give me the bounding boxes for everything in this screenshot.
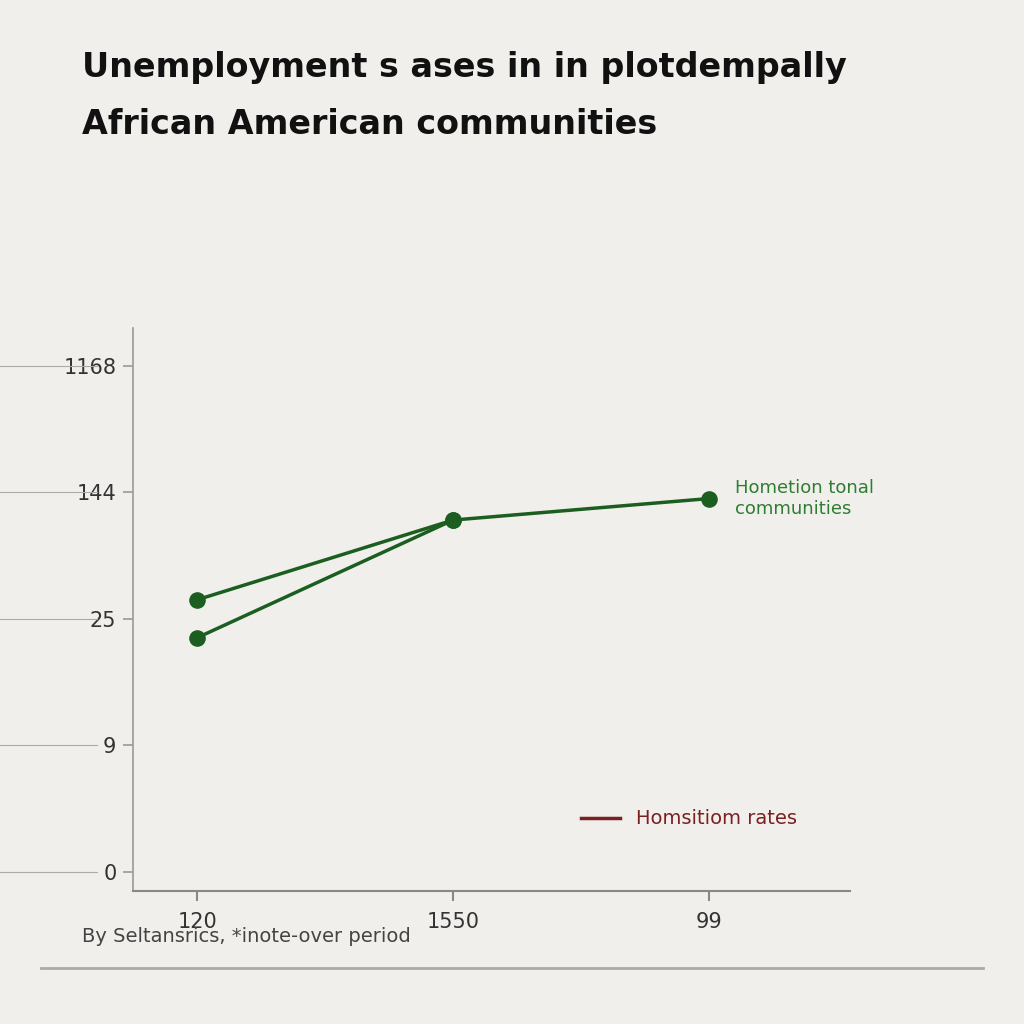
Point — [700, 490, 717, 507]
Text: By Seltansrics, *inote-over period: By Seltansrics, *inote-over period — [82, 927, 411, 946]
Point — [188, 630, 205, 646]
Point — [188, 592, 205, 608]
Text: Hometion tonal
communities: Hometion tonal communities — [735, 479, 873, 518]
Text: African American communities: African American communities — [82, 108, 657, 140]
Text: Unemployment s ases in in plotdempally: Unemployment s ases in in plotdempally — [82, 51, 847, 84]
Point — [444, 512, 461, 528]
Legend: Homsitiom rates: Homsitiom rates — [573, 802, 805, 837]
Point — [444, 512, 461, 528]
